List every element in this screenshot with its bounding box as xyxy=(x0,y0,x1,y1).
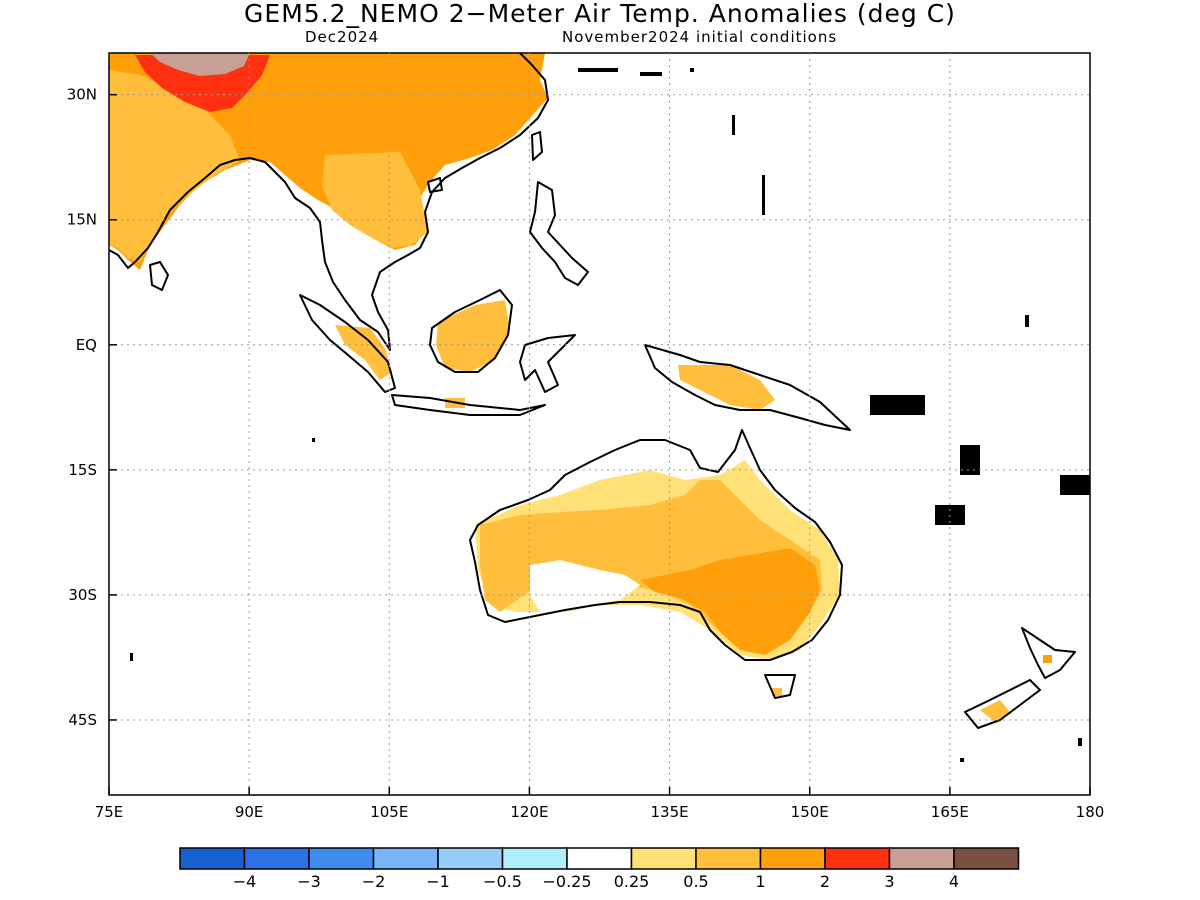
new-zealand-anomaly-region xyxy=(980,700,1010,722)
philippines xyxy=(529,181,589,286)
coastlines xyxy=(109,53,1076,729)
new-guinea-anomaly-region xyxy=(678,365,775,410)
new-zealand-north-anomaly xyxy=(1043,655,1052,663)
map-frame xyxy=(108,52,1091,796)
legend-label: 4 xyxy=(949,872,959,891)
lat-tick-label: 30N xyxy=(67,86,97,104)
legend-label: 0.5 xyxy=(683,872,708,891)
lat-tick-label: 15S xyxy=(68,461,97,479)
sri-lanka xyxy=(149,261,169,291)
borneo-anomaly-region xyxy=(436,300,510,372)
lon-tick-label: 90E xyxy=(235,803,264,821)
legend-swatch xyxy=(501,847,568,870)
hainan xyxy=(427,177,443,193)
lon-tick-label: 105E xyxy=(370,803,408,821)
map-gridlines xyxy=(109,53,1090,795)
sumatra-coast xyxy=(299,294,396,393)
legend-swatch xyxy=(179,847,246,870)
forecast-month: Dec2024 xyxy=(305,28,380,46)
new-zealand-south-coast xyxy=(964,679,1041,729)
map-axes: 75E 90E 105E 120E 135E 150E 165E 180 30N 15N EQ 15S… xyxy=(67,86,1105,821)
tasmania-anomaly-region xyxy=(772,688,782,696)
legend-label: −3 xyxy=(297,872,321,891)
lon-tick-label: 135E xyxy=(651,803,689,821)
legend-label: 1 xyxy=(755,872,765,891)
taiwan xyxy=(531,131,543,161)
map-plot-area xyxy=(109,53,1090,762)
initial-conditions: November2024 initial conditions xyxy=(562,28,838,46)
lon-tick-label: 165E xyxy=(931,803,969,821)
tibet-peak-region xyxy=(150,53,250,76)
lat-tick-label: 15N xyxy=(67,211,97,229)
legend-swatch xyxy=(243,847,310,870)
legend-swatch xyxy=(630,847,697,870)
lon-tick-label: 120E xyxy=(510,803,548,821)
legend-swatch xyxy=(759,847,826,870)
legend-label: −4 xyxy=(233,872,257,891)
australia-warm-region xyxy=(640,548,820,655)
lon-tick-label: 75E xyxy=(95,803,124,821)
australia-coast xyxy=(469,429,843,661)
legend-swatch xyxy=(695,847,762,870)
legend-swatch xyxy=(437,847,504,870)
legend-swatch xyxy=(824,847,891,870)
legend-swatch xyxy=(888,847,955,870)
new-guinea-coast xyxy=(644,344,851,431)
color-legend: −4 −3 −2 −1 −0.5 −0.25 0.25 0.5 1 2 3 4 xyxy=(179,847,1020,891)
legend-label: −2 xyxy=(362,872,386,891)
legend-label: −0.5 xyxy=(483,872,522,891)
legend-label: −1 xyxy=(426,872,450,891)
sulawesi-coast xyxy=(519,334,576,393)
lon-tick-label: 180 xyxy=(1076,803,1105,821)
lat-tick-label: EQ xyxy=(76,336,97,354)
asia-coastline xyxy=(109,53,549,351)
map-title: GEM5.2_NEMO 2−Meter Air Temp. Anomalies … xyxy=(244,0,956,28)
sumatra-anomaly-region xyxy=(335,325,392,380)
legend-label: 3 xyxy=(884,872,894,891)
java-coast xyxy=(391,394,546,416)
borneo-coast xyxy=(429,289,513,373)
india-anomaly-region xyxy=(109,70,240,262)
lat-tick-label: 45S xyxy=(68,711,97,729)
legend-label: 0.25 xyxy=(614,872,650,891)
new-zealand-north-coast xyxy=(1021,627,1076,679)
legend-swatch xyxy=(308,847,375,870)
anomaly-shading xyxy=(109,53,1052,722)
tasmania-coast xyxy=(764,674,796,699)
australia-white-gap xyxy=(530,560,640,612)
lat-tick-label: 30S xyxy=(68,586,97,604)
legend-label: −0.25 xyxy=(542,872,591,891)
legend-label: 2 xyxy=(820,872,830,891)
legend-swatch xyxy=(953,847,1020,870)
indochina-anomaly-region xyxy=(322,152,428,248)
legend-swatch xyxy=(566,847,633,870)
legend-swatch xyxy=(372,847,439,870)
lon-tick-label: 150E xyxy=(791,803,829,821)
